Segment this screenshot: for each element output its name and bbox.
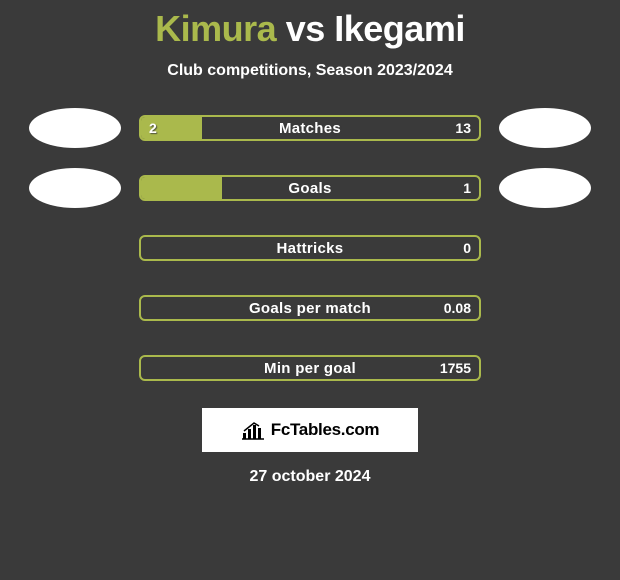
stat-row: 2Matches13	[0, 108, 620, 148]
stat-row: Goals1	[0, 168, 620, 208]
page-title: Kimura vs Ikegami	[0, 8, 620, 50]
avatar-spacer	[29, 348, 121, 388]
stat-row: Goals per match0.08	[0, 288, 620, 328]
title-player2: Ikegami	[334, 8, 465, 49]
stat-rows: 2Matches13 Goals1 Hattricks0 Goals per matc…	[0, 108, 620, 388]
subtitle: Club competitions, Season 2023/2024	[0, 62, 620, 80]
stat-label: Goals per match	[141, 297, 479, 319]
comparison-container: Kimura vs Ikegami Club competitions, Sea…	[0, 0, 620, 486]
logo-text: FcTables.com	[271, 420, 380, 440]
stat-label: Matches	[141, 117, 479, 139]
stat-bar: Hattricks0	[139, 235, 481, 261]
avatar-right	[499, 168, 591, 208]
stat-value-right: 13	[447, 117, 479, 139]
site-logo: FcTables.com	[202, 408, 418, 452]
avatar-right	[499, 108, 591, 148]
stat-label: Min per goal	[141, 357, 479, 379]
stat-bar: Goals1	[139, 175, 481, 201]
date-label: 27 october 2024	[0, 468, 620, 486]
avatar-left	[29, 108, 121, 148]
title-vs: vs	[286, 8, 325, 49]
chart-icon	[241, 420, 265, 440]
stat-value-right: 0.08	[436, 297, 479, 319]
avatar-spacer	[499, 228, 591, 268]
avatar-spacer	[29, 288, 121, 328]
title-player1: Kimura	[155, 8, 276, 49]
stat-bar: 2Matches13	[139, 115, 481, 141]
avatar-left	[29, 168, 121, 208]
stat-row: Hattricks0	[0, 228, 620, 268]
stat-value-right: 1	[455, 177, 479, 199]
stat-value-right: 0	[455, 237, 479, 259]
avatar-spacer	[499, 348, 591, 388]
avatar-spacer	[29, 228, 121, 268]
stat-label: Hattricks	[141, 237, 479, 259]
stat-bar: Min per goal1755	[139, 355, 481, 381]
stat-label: Goals	[141, 177, 479, 199]
stat-bar: Goals per match0.08	[139, 295, 481, 321]
stat-row: Min per goal1755	[0, 348, 620, 388]
avatar-spacer	[499, 288, 591, 328]
stat-value-right: 1755	[432, 357, 479, 379]
